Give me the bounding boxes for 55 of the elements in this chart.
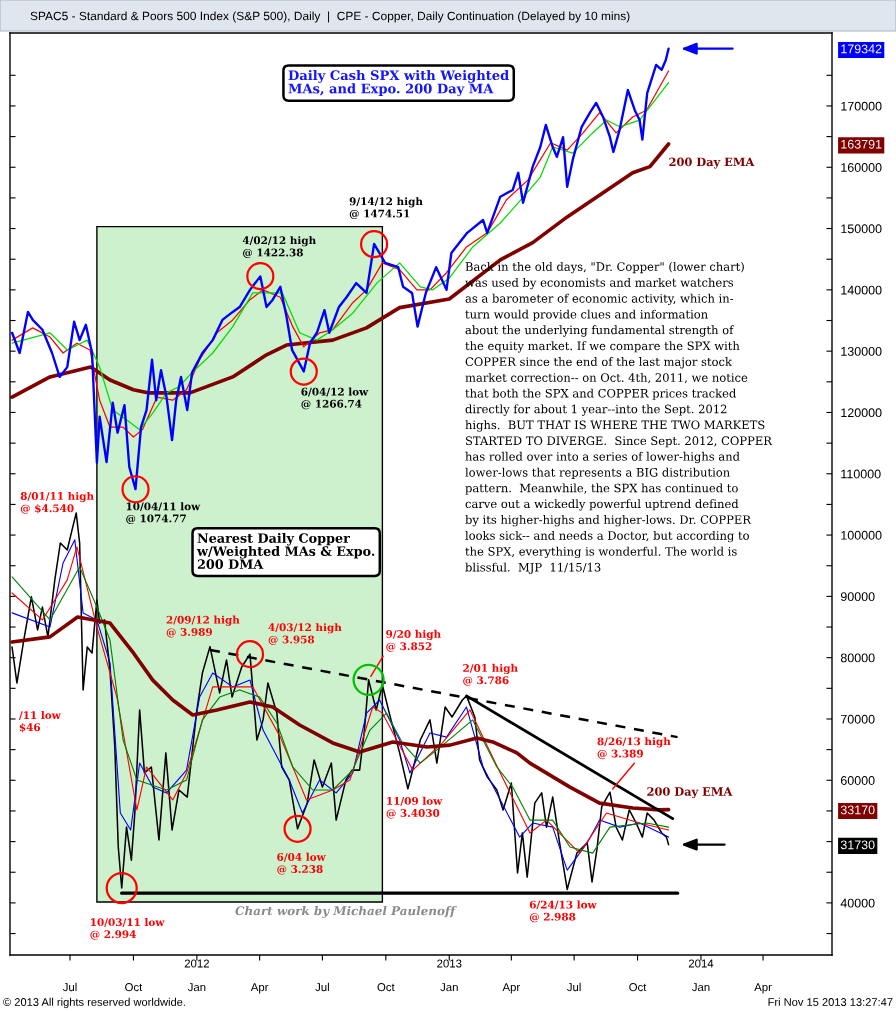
annotation: 4/02/12 high @ 1422.38 [242,236,316,259]
annotation: 2/01 high @ 3.786 [463,663,518,686]
annotation: 6/24/13 low @ 2.988 [529,900,597,923]
x-tick-label: Oct [629,983,647,992]
annotation: 6/04 low @ 3.238 [277,852,326,875]
chart-title: SPAC5 - Standard & Poors 500 Index (S&P 500), Daily | CPE - Copper, Daily Continuation (Delayed by 10 mins) [30,11,630,23]
annotation: 10/03/11 low @ 2.994 [90,918,165,940]
x-tick-label: Oct [377,983,395,992]
x-tick-label: Jan [691,983,710,992]
y-tick-label: 33170 [840,805,875,815]
y-tick-label: 70000 [840,714,875,724]
y-tick-label: 160000 [841,163,882,172]
y-tick-label: 179342 [841,44,882,54]
annotation: 2/09/12 high @ 3.989 [166,615,240,638]
x-tick-label: Jul [62,982,77,992]
y-tick-label: 120000 [841,408,882,418]
x-tick-label: Jul [315,982,329,992]
x-tick-label: Jul [566,982,581,992]
x2-tick-label: 2014 [688,959,714,968]
annotation: 8/01/11 high @ $4.540 [20,491,94,514]
annotation: 9/20 high @ 3.852 [386,629,441,652]
x2-tick-label: 2012 [184,959,209,968]
y-tick-label: 150000 [841,224,882,234]
y-tick-label: 110000 [841,469,881,479]
x-tick-label: Apr [502,983,521,994]
annotation: 6/04/12 low @ 1266.74 [301,387,369,410]
y-tick-label: 140000 [841,285,882,295]
y-tick-label: 170000 [841,101,882,111]
text: Daily Cash SPX with Weighted MAs, and Expo. 200 Day MA [288,70,509,97]
y-tick-label: 31730 [840,840,875,850]
text: Fri Nov 15 2013 13:27:47 [768,997,893,1006]
annotation: Chart work by Michael Paulenoff [235,906,457,918]
x-tick-label: Jan [187,983,206,992]
y-tick-label: 40000 [840,898,875,908]
x-tick-label: Oct [125,983,143,992]
y-tick-label: 60000 [840,776,875,785]
y-tick-label: 163791 [841,139,882,149]
annotation: 4/03/12 high @ 3.958 [268,623,342,646]
text: Nearest Daily Copper w/Weighted MAs & Expo. 200 DMA [196,533,375,569]
annotation: 8/26/13 high @ 3.389 [597,737,671,760]
x-tick-label: Apr [250,983,269,994]
annotation: 9/14/12 high @ 1474.51 [349,197,423,220]
y-tick-label: 90000 [840,592,875,602]
series-label: 200 Day EMA [647,787,733,799]
y-tick-label: 130000 [841,346,882,356]
text: © 2013 All rights reserved worldwide. [3,997,185,1009]
series-label: 200 Day EMA [669,157,755,169]
x-tick-label: Apr [754,983,772,994]
y-tick-label: 80000 [840,653,875,663]
annotation: /11 low $46 [18,711,61,733]
annotation: 11/09 low @ 3.4030 [386,796,443,819]
x2-tick-label: 2013 [437,959,462,968]
x-tick-label: Jan [440,983,458,992]
annotation: 10/04/11 low @ 1074.77 [126,502,201,525]
y-tick-label: 100000 [841,530,882,540]
